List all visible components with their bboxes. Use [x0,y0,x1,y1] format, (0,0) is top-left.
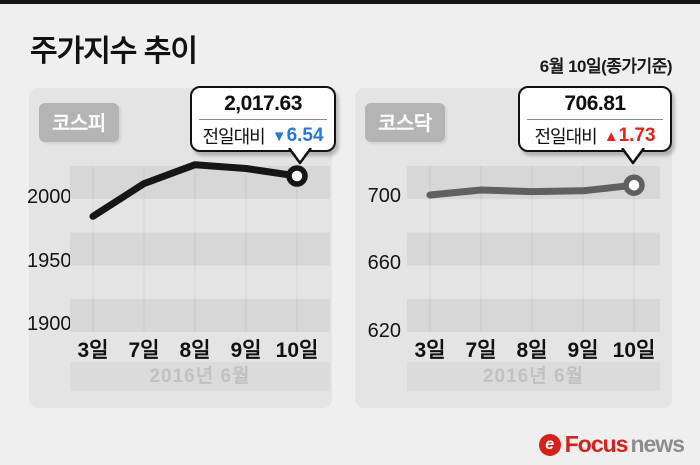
page-title: 주가지수 추이 [30,35,198,68]
change-value: 6.54 [286,125,324,146]
x-tick-label: 9일 [230,339,262,362]
y-tick-label: 1950 [27,249,72,272]
down-triangle-icon: ▼ [271,127,287,145]
kosdaq-line-chart [426,166,645,332]
brand-news-text: news [630,431,685,457]
x-tick-label: 8일 [179,339,211,362]
x-tick-label: 7일 [128,339,160,362]
y-tick-label: 2000 [27,186,72,209]
kosdaq-plot-area [407,166,660,332]
x-tick-label: 8일 [516,339,548,362]
callout-tail [287,148,313,165]
kosdaq-period-label: 2016년 6월 [407,362,660,391]
callout-tail [620,148,646,165]
focus-news-logo: e Focus news [538,431,685,458]
callout-divider [527,119,663,120]
index-badge-kosdaq: 코스닥 [365,103,445,142]
change-label: 전일대비 [534,127,597,147]
change-value: 1.73 [618,125,656,146]
kospi-x-axis: 3일 7일 8일 9일 10일 [70,338,330,364]
x-tick-label: 3일 [77,339,109,362]
kospi-callout: 2,017.63 전일대비 ▼ 6.54 [190,86,336,165]
kospi-close-value: 2,017.63 [224,92,302,115]
kosdaq-y-axis: 700 660 620 [355,166,403,342]
x-tick-label: 9일 [567,339,599,362]
x-tick-label: 7일 [465,339,497,362]
index-badge-kospi: 코스피 [39,103,119,142]
x-tick-label: 3일 [414,339,446,362]
x-tick-label: 10일 [612,339,656,362]
kosdaq-x-axis: 3일 7일 8일 9일 10일 [407,338,660,364]
kospi-y-axis: 2000 1950 1900 [27,166,72,335]
y-tick-label: 620 [367,319,401,342]
brand-focus-text: Focus [564,431,629,457]
chart-panel-kosdaq: 코스닥 706.81 전일대비 ▲ 1.73 700 660 620 3일 7일 8일 9… [355,86,672,408]
x-tick-label: 10일 [275,339,319,362]
up-triangle-icon: ▲ [603,127,619,145]
top-rule [0,0,700,4]
kosdaq-close-value: 706.81 [564,92,626,115]
y-tick-label: 700 [367,184,401,207]
change-label: 전일대비 [202,127,265,147]
kospi-period-label: 2016년 6월 [70,362,330,391]
kosdaq-callout: 706.81 전일대비 ▲ 1.73 [518,86,672,165]
y-tick-label: 1900 [27,313,72,336]
date-note: 6월 10일(종가기준) [539,57,673,76]
focus-logo-icon: e [538,433,561,456]
kospi-line-chart [89,161,308,332]
callout-divider [199,119,327,120]
chart-panel-kospi: 코스피 2,017.63 전일대비 ▼ 6.54 2000 1950 1900 3일… [27,86,336,408]
kospi-plot-area [70,161,330,332]
y-tick-label: 660 [367,252,401,275]
